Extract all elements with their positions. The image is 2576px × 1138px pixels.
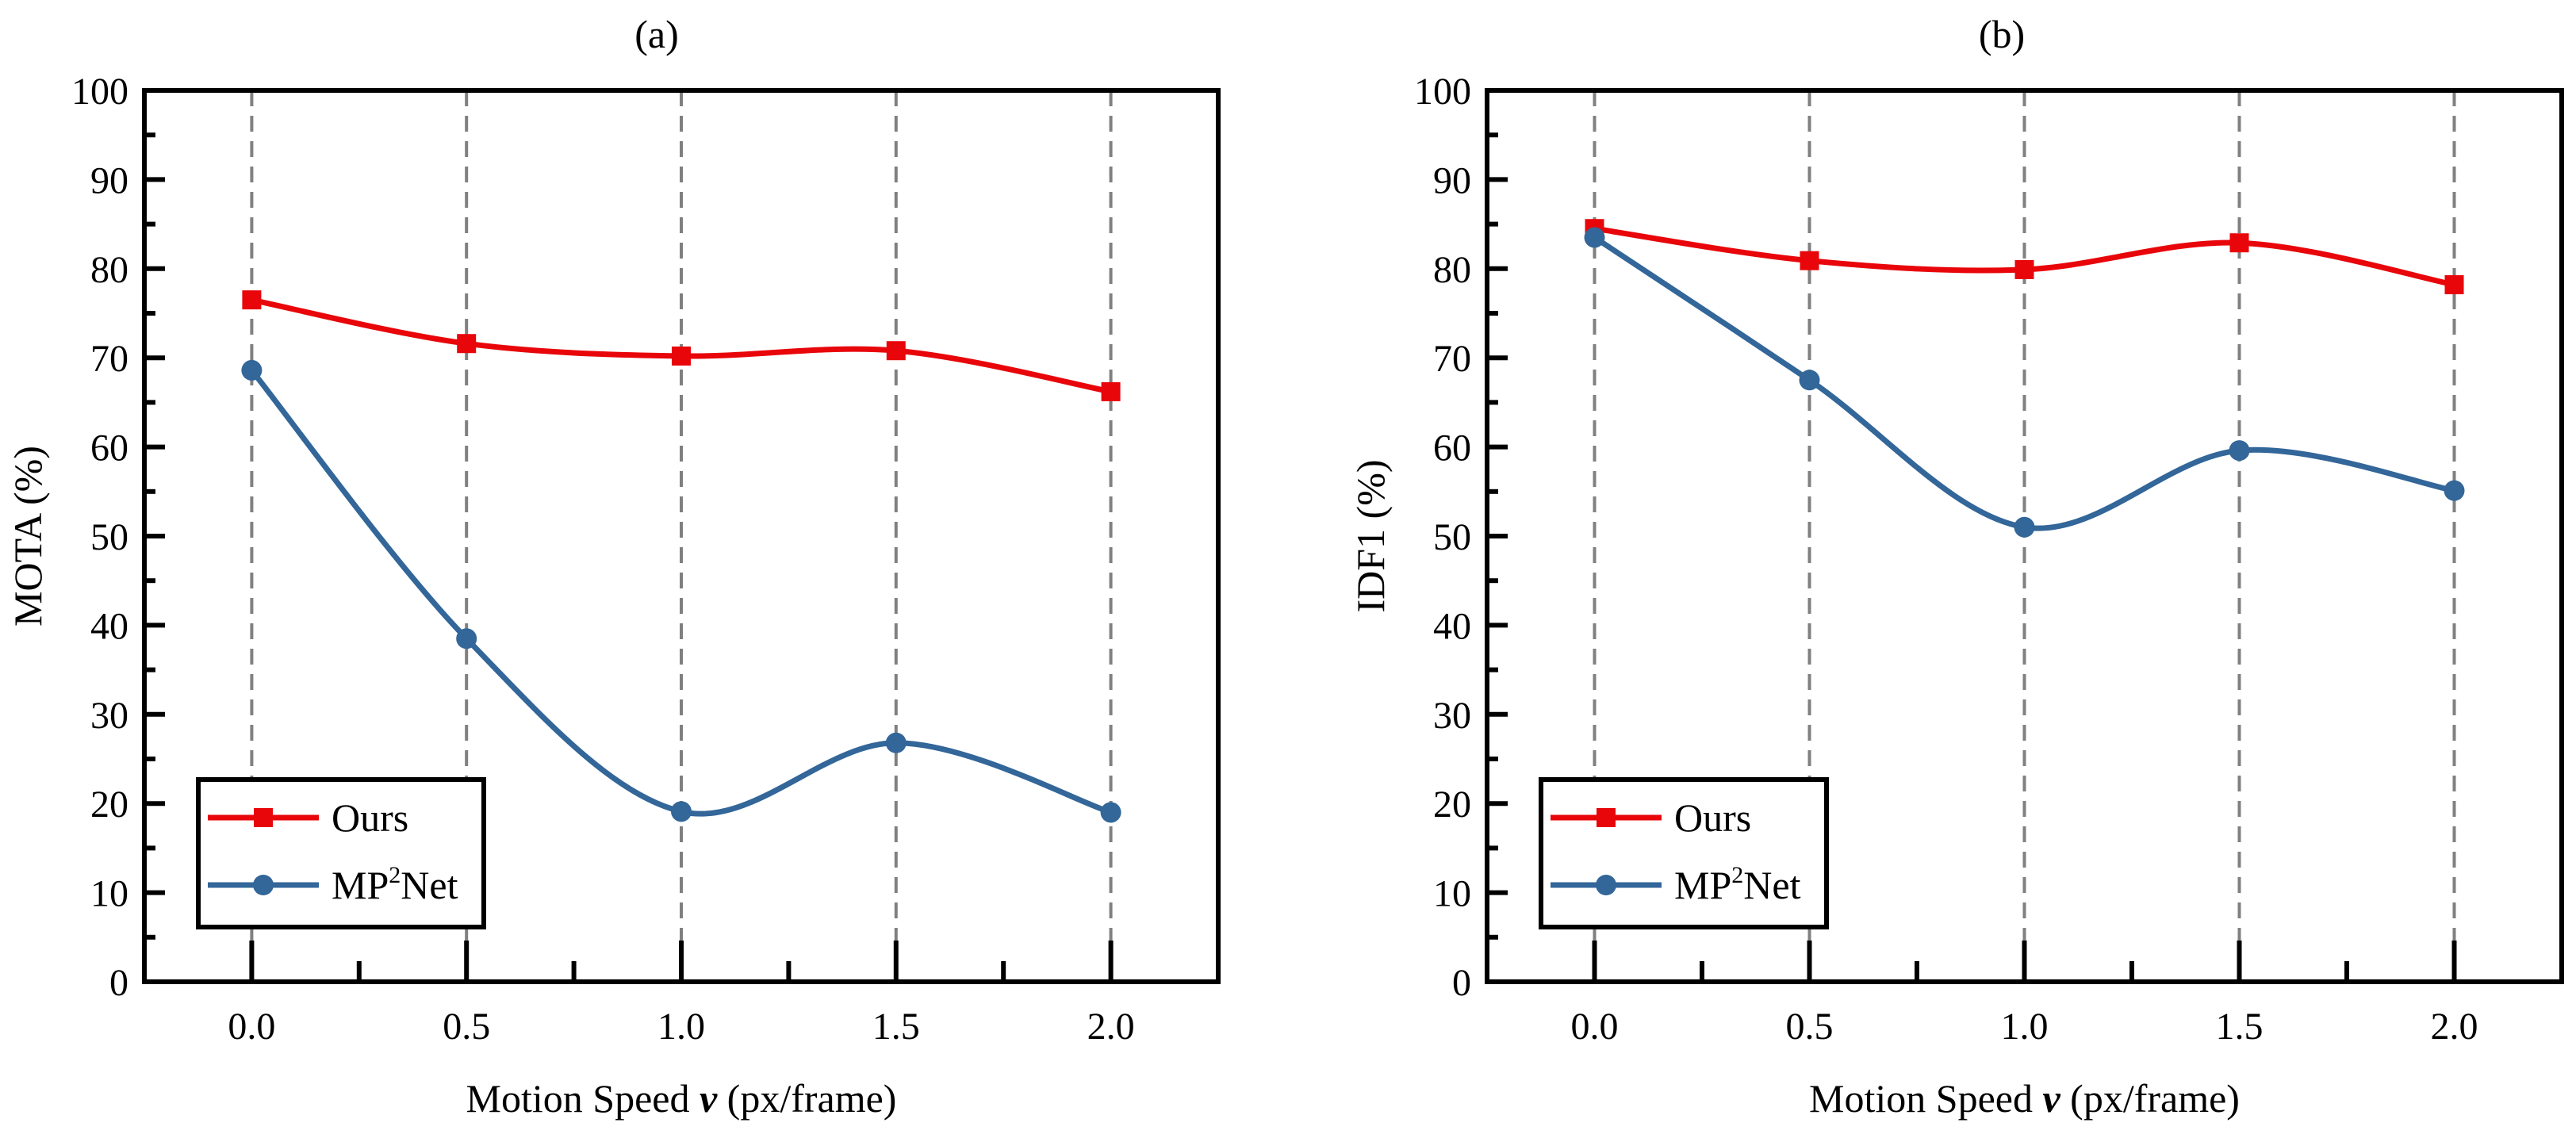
legend-marker-ours <box>1597 808 1616 827</box>
x-tick-label: 1.5 <box>2216 1006 2264 1048</box>
x-axis-label-prefix: Motion Speed <box>1809 1076 2042 1121</box>
data-point-mp2net <box>2444 480 2465 501</box>
y-tick-label: 60 <box>90 427 128 469</box>
x-axis-label-suffix: (px/frame) <box>717 1076 896 1121</box>
data-point-mp2net <box>1584 227 1605 248</box>
y-tick-label: 90 <box>90 159 128 201</box>
y-tick-label: 0 <box>1452 962 1471 1004</box>
x-tick-label: 1.0 <box>2001 1006 2049 1048</box>
data-point-ours <box>2229 233 2249 253</box>
data-point-ours <box>457 334 477 354</box>
data-point-mp2net <box>1799 370 1820 391</box>
y-axis-label: MOTA (%) <box>6 446 50 626</box>
legend-label: MP2Net <box>332 862 458 907</box>
data-point-ours <box>886 341 906 361</box>
legend: Ours MP2Net <box>196 777 486 929</box>
data-point-ours <box>1101 381 1121 401</box>
y-tick-label: 0 <box>109 962 128 1004</box>
y-tick-label: 100 <box>71 71 128 113</box>
y-tick-label: 50 <box>90 516 128 558</box>
x-axis-label: Motion Speed v (px/frame) <box>1809 1076 2240 1121</box>
y-tick-label: 40 <box>1433 605 1471 647</box>
chart-panel-a: (a) 0 10 20 30 40 50 60 70 80 90 100 0.0 0.5 1.0 1.5 2.0… <box>6 12 1221 1121</box>
x-axis-label-variable: v <box>700 1076 718 1121</box>
y-tick-label: 30 <box>90 695 128 737</box>
plot-frame <box>1485 88 2564 984</box>
legend-label-part: Net <box>1743 863 1800 907</box>
x-axis-label-prefix: Motion Speed <box>466 1076 700 1121</box>
y-tick-label: 90 <box>1433 159 1471 201</box>
x-tick-label: 1.5 <box>872 1006 920 1048</box>
y-tick-label: 70 <box>90 338 128 380</box>
data-point-mp2net <box>2014 516 2035 538</box>
x-axis-label: Motion Speed v (px/frame) <box>466 1076 897 1121</box>
legend-label-superscript: 2 <box>1731 862 1743 888</box>
legend-marker-mp2net <box>1596 875 1616 895</box>
data-point-mp2net <box>241 359 263 381</box>
y-tick-label: 60 <box>1433 427 1471 469</box>
legend-label-part: Net <box>401 863 458 907</box>
data-point-ours <box>672 346 691 366</box>
legend: Ours MP2Net <box>1539 777 1829 929</box>
data-point-mp2net <box>2229 440 2250 462</box>
legend-marker-ours <box>254 808 273 827</box>
data-point-mp2net <box>1100 802 1121 823</box>
y-axis-label: IDF1 (%) <box>1348 459 1393 612</box>
data-point-ours <box>2444 275 2464 295</box>
y-tick-label: 10 <box>1433 873 1471 915</box>
legend-label: MP2Net <box>1674 862 1801 907</box>
legend-label: Ours <box>332 795 408 840</box>
y-tick-label: 20 <box>90 784 128 826</box>
x-tick-label: 1.0 <box>657 1006 705 1048</box>
legend-box <box>1539 777 1829 929</box>
legend-label-superscript: 2 <box>389 862 401 888</box>
legend-label-part: MP <box>1674 863 1731 907</box>
data-point-ours <box>2014 259 2034 279</box>
x-tick-label: 0.0 <box>1571 1006 1619 1048</box>
legend-label: Ours <box>1674 795 1751 840</box>
chart-title: (b) <box>1979 12 2025 56</box>
data-point-mp2net <box>671 801 692 822</box>
y-tick-label: 50 <box>1433 516 1471 558</box>
x-tick-label: 0.0 <box>228 1006 275 1048</box>
data-point-ours <box>242 290 262 310</box>
y-tick-label: 30 <box>1433 695 1471 737</box>
legend-label-part: MP <box>332 863 389 907</box>
x-axis-label-variable: v <box>2042 1076 2060 1121</box>
y-tick-label: 10 <box>90 873 128 915</box>
legend-marker-mp2net <box>253 875 274 895</box>
y-tick-label: 80 <box>1433 249 1471 291</box>
y-tick-label: 80 <box>90 249 128 291</box>
x-tick-label: 0.5 <box>443 1006 490 1048</box>
y-tick-label: 40 <box>90 605 128 647</box>
chart-panel-b: (b) 0 10 20 30 40 50 60 70 80 90 100 0.0 0.5 1.0 1.5 2.0… <box>1348 12 2564 1121</box>
legend-box <box>196 777 486 929</box>
x-tick-label: 0.5 <box>1786 1006 1834 1048</box>
chart-title: (a) <box>634 12 679 56</box>
x-axis-label-suffix: (px/frame) <box>2060 1076 2240 1121</box>
y-tick-label: 70 <box>1433 338 1471 380</box>
data-point-ours <box>1800 251 1819 270</box>
plot-frame <box>142 88 1221 984</box>
x-tick-label: 2.0 <box>2431 1006 2478 1048</box>
x-tick-label: 2.0 <box>1087 1006 1135 1048</box>
y-tick-label: 100 <box>1414 71 1471 113</box>
data-point-mp2net <box>456 628 477 649</box>
data-point-mp2net <box>885 732 907 753</box>
y-tick-label: 20 <box>1433 784 1471 826</box>
